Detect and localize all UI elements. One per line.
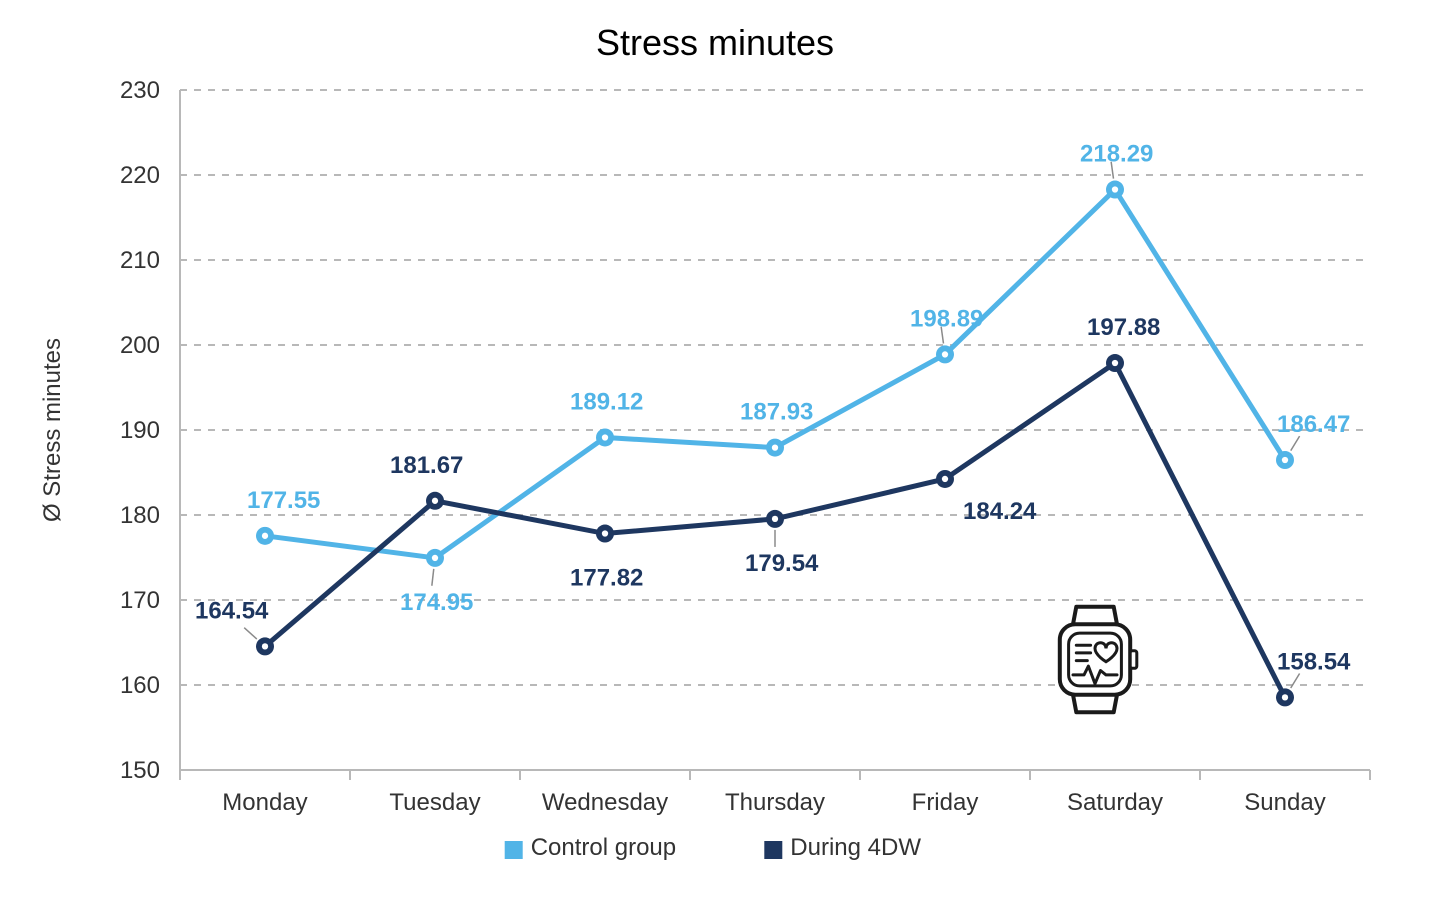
data-label: 181.67 bbox=[390, 452, 463, 479]
data-label: 158.54 bbox=[1277, 648, 1351, 675]
chart-title: Stress minutes bbox=[596, 22, 834, 63]
x-tick-label: Sunday bbox=[1244, 789, 1325, 816]
data-label: 187.93 bbox=[740, 399, 813, 426]
legend-swatch bbox=[505, 841, 523, 859]
y-tick-label: 210 bbox=[120, 247, 160, 274]
data-marker-inner bbox=[772, 444, 778, 450]
y-axis-label: Ø Stress minutes bbox=[39, 338, 66, 522]
x-tick-label: Thursday bbox=[725, 789, 825, 816]
y-tick-label: 180 bbox=[120, 502, 160, 529]
data-label: 184.24 bbox=[963, 498, 1037, 525]
data-label: 197.88 bbox=[1087, 314, 1160, 341]
x-tick-label: Tuesday bbox=[389, 789, 480, 816]
legend-label: Control group bbox=[531, 834, 676, 861]
data-label: 177.55 bbox=[247, 487, 320, 514]
legend-label: During 4DW bbox=[790, 834, 921, 861]
y-tick-label: 190 bbox=[120, 417, 160, 444]
data-label: 189.12 bbox=[570, 388, 643, 415]
data-marker-inner bbox=[1282, 694, 1288, 700]
x-tick-label: Friday bbox=[912, 789, 979, 816]
x-tick-label: Wednesday bbox=[542, 789, 668, 816]
data-marker-inner bbox=[772, 516, 778, 522]
data-marker-inner bbox=[262, 643, 268, 649]
x-tick-label: Monday bbox=[222, 789, 307, 816]
data-label: 186.47 bbox=[1277, 411, 1350, 438]
data-label: 177.82 bbox=[570, 565, 643, 592]
y-tick-label: 230 bbox=[120, 77, 160, 104]
data-marker-inner bbox=[1282, 457, 1288, 463]
stress-minutes-chart: Stress minutes 150 160 170 180 190 200 210 220 23… bbox=[0, 0, 1429, 901]
legend-swatch bbox=[764, 841, 782, 859]
data-marker-inner bbox=[262, 533, 268, 539]
data-marker-inner bbox=[1112, 186, 1118, 192]
data-marker-inner bbox=[1112, 360, 1118, 366]
data-marker-inner bbox=[942, 351, 948, 357]
x-tick-label: Saturday bbox=[1067, 789, 1163, 816]
y-tick-label: 150 bbox=[120, 757, 160, 784]
data-label: 218.29 bbox=[1080, 141, 1153, 168]
data-marker-inner bbox=[602, 530, 608, 536]
data-label: 174.95 bbox=[400, 589, 473, 616]
y-tick-label: 220 bbox=[120, 162, 160, 189]
data-label: 198.89 bbox=[910, 305, 983, 332]
y-tick-label: 170 bbox=[120, 587, 160, 614]
data-marker-inner bbox=[432, 498, 438, 504]
data-marker-inner bbox=[602, 434, 608, 440]
data-marker-inner bbox=[432, 555, 438, 561]
data-marker-inner bbox=[942, 476, 948, 482]
data-label: 164.54 bbox=[195, 597, 269, 624]
data-label: 179.54 bbox=[745, 550, 819, 577]
y-tick-label: 200 bbox=[120, 332, 160, 359]
y-tick-label: 160 bbox=[120, 672, 160, 699]
